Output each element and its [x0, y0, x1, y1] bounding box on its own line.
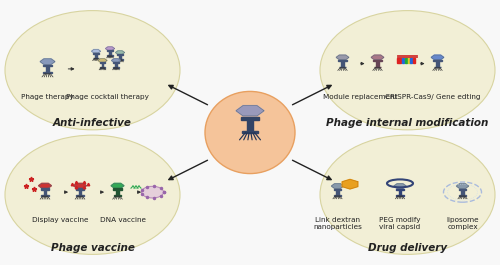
Ellipse shape	[320, 11, 495, 130]
Ellipse shape	[205, 91, 295, 174]
Polygon shape	[98, 59, 107, 62]
Bar	[398, 190, 402, 195]
Bar	[115, 63, 117, 67]
Bar	[119, 55, 121, 59]
Text: Phage therapy: Phage therapy	[21, 94, 74, 100]
Bar	[76, 188, 84, 190]
Bar	[114, 195, 122, 196]
Bar	[42, 65, 52, 66]
Text: Phage internal modification: Phage internal modification	[326, 118, 488, 128]
Bar	[113, 62, 119, 63]
Text: Module replacement: Module replacement	[323, 94, 397, 100]
Bar	[93, 53, 99, 54]
Bar	[396, 189, 404, 190]
Ellipse shape	[5, 11, 180, 130]
Polygon shape	[40, 59, 55, 64]
Bar	[413, 58, 415, 63]
Bar	[374, 60, 382, 61]
Bar	[376, 61, 379, 67]
Bar	[41, 195, 49, 196]
Bar	[405, 58, 407, 63]
Bar	[341, 61, 344, 67]
Bar	[78, 190, 82, 195]
Bar	[436, 61, 439, 67]
Text: CRISPR-Cas9/ Gene edting: CRISPR-Cas9/ Gene edting	[385, 94, 480, 100]
Bar	[102, 63, 103, 67]
Bar	[108, 55, 112, 56]
Bar	[396, 58, 398, 63]
Polygon shape	[371, 55, 384, 60]
Polygon shape	[112, 59, 120, 62]
Text: Display vaccine: Display vaccine	[32, 217, 88, 223]
Bar	[116, 190, 119, 195]
Bar	[334, 195, 341, 196]
Text: Phage vaccine: Phage vaccine	[50, 243, 134, 253]
Text: Phage cocktail therapy: Phage cocktail therapy	[66, 94, 149, 100]
Bar	[336, 190, 339, 195]
Bar	[76, 195, 84, 196]
Bar	[410, 58, 412, 63]
Polygon shape	[106, 47, 114, 50]
Circle shape	[142, 186, 164, 198]
Bar	[114, 67, 118, 68]
Polygon shape	[111, 183, 124, 188]
Polygon shape	[456, 184, 468, 188]
Bar	[402, 58, 404, 63]
Bar	[434, 60, 442, 61]
Polygon shape	[92, 50, 100, 53]
Bar	[109, 51, 111, 55]
Polygon shape	[431, 55, 444, 60]
Polygon shape	[236, 106, 264, 116]
Polygon shape	[38, 183, 52, 188]
Bar	[461, 190, 464, 195]
Bar	[459, 195, 466, 196]
Bar	[247, 120, 253, 131]
Bar	[107, 50, 113, 51]
Bar	[242, 131, 258, 132]
Bar	[114, 188, 122, 190]
Polygon shape	[332, 184, 344, 188]
Text: liposome
complex: liposome complex	[446, 217, 479, 230]
Bar	[43, 72, 52, 73]
Bar	[117, 54, 123, 55]
Polygon shape	[336, 55, 349, 60]
Text: PEG modify
viral capsid: PEG modify viral capsid	[380, 217, 421, 230]
Text: Link dextran
nanoparticles: Link dextran nanoparticles	[313, 217, 362, 230]
Polygon shape	[342, 179, 358, 189]
Polygon shape	[74, 183, 86, 188]
Bar	[100, 62, 105, 63]
Bar	[118, 59, 122, 60]
Text: Drug delivery: Drug delivery	[368, 243, 447, 253]
Bar	[408, 58, 410, 63]
Ellipse shape	[5, 135, 180, 254]
Bar	[338, 60, 346, 61]
Text: Anti-infective: Anti-infective	[53, 118, 132, 128]
Bar	[334, 189, 342, 190]
Bar	[399, 58, 401, 63]
Text: DNA vaccine: DNA vaccine	[100, 217, 146, 223]
Bar	[100, 67, 105, 68]
Polygon shape	[116, 51, 124, 54]
Polygon shape	[394, 184, 406, 188]
Ellipse shape	[320, 135, 495, 254]
Bar	[241, 117, 259, 120]
Bar	[44, 190, 46, 195]
Bar	[396, 195, 404, 196]
Bar	[458, 189, 466, 190]
Bar	[46, 66, 49, 72]
Bar	[95, 54, 97, 58]
Bar	[41, 188, 49, 190]
